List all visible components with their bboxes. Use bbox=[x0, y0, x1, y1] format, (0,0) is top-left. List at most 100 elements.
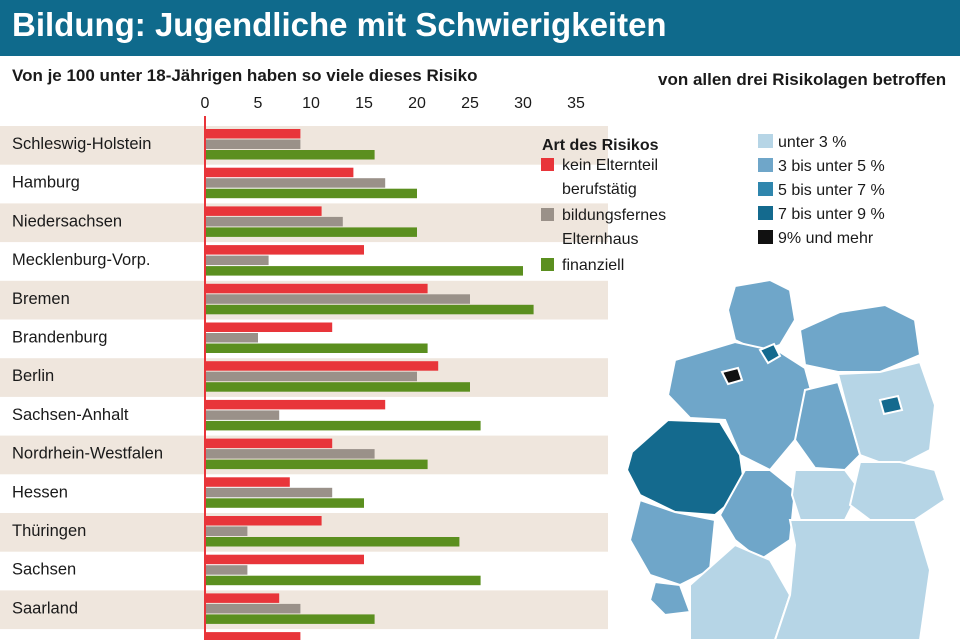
category-label: Berlin bbox=[12, 367, 54, 385]
bar-financial bbox=[205, 498, 364, 508]
x-tick-label: 25 bbox=[461, 95, 479, 112]
map-legend-label: 7 bis unter 9 % bbox=[778, 206, 885, 223]
map-region-st bbox=[793, 380, 862, 472]
bars bbox=[205, 129, 534, 640]
bar-low-education bbox=[205, 487, 333, 498]
bar-low-education bbox=[205, 371, 417, 382]
bar-financial bbox=[205, 420, 481, 431]
bar-no-employment bbox=[205, 399, 386, 410]
bar-no-employment bbox=[205, 593, 280, 603]
bar-financial bbox=[205, 227, 417, 237]
x-tick-label: 10 bbox=[302, 95, 320, 112]
bar-financial bbox=[205, 150, 375, 160]
bar-low-education bbox=[205, 255, 269, 266]
risk-legend-label: berufstätig bbox=[562, 181, 637, 198]
risk-legend-label: finanziell bbox=[562, 257, 624, 274]
map-region-th bbox=[790, 469, 862, 521]
category-label: Mecklenburg-Vorp. bbox=[12, 251, 151, 269]
map-region-mv bbox=[798, 303, 922, 373]
x-tick-label: 30 bbox=[514, 95, 532, 112]
x-tick-label: 20 bbox=[408, 95, 426, 112]
bar-low-education bbox=[205, 449, 375, 459]
x-tick-label: 35 bbox=[567, 95, 585, 112]
bar-financial bbox=[205, 537, 460, 547]
risk-legend-label: bildungsfernes bbox=[562, 207, 666, 224]
bar-no-employment bbox=[205, 129, 301, 139]
map-region-hb bbox=[720, 366, 744, 386]
category-labels: Schleswig-Holstein Hamburg Niedersachsen Me… bbox=[12, 135, 163, 640]
x-tick-label: 0 bbox=[201, 95, 210, 112]
map-region-sh bbox=[726, 278, 797, 354]
risk-legend-title: Art des Risikos bbox=[542, 137, 659, 154]
x-tick-label: 5 bbox=[254, 95, 263, 112]
category-label: Nordrhein-Westfalen bbox=[12, 445, 163, 463]
bar-no-employment bbox=[205, 632, 301, 640]
category-label: Hessen bbox=[12, 483, 68, 501]
map-title: von allen drei Risikolagen betroffen bbox=[658, 70, 947, 89]
bar-no-employment bbox=[205, 322, 333, 332]
chart-title: Bildung: Jugendliche mit Schwierigkeiten bbox=[12, 6, 667, 43]
bar-no-employment bbox=[205, 245, 364, 255]
map-legend-swatch bbox=[758, 230, 773, 244]
bar-no-employment bbox=[205, 554, 364, 565]
map-legend-label: unter 3 % bbox=[778, 134, 846, 151]
category-label: Rheinland-Pfalz bbox=[12, 638, 128, 640]
map-region-rp bbox=[628, 498, 717, 587]
map-region-be bbox=[878, 394, 904, 416]
bar-financial bbox=[205, 382, 470, 392]
map-legend-swatch bbox=[758, 134, 773, 148]
map-region-by bbox=[773, 519, 932, 640]
risk-legend: Art des Risikos kein Elternteil berufstät… bbox=[541, 137, 666, 274]
bar-financial bbox=[205, 304, 534, 315]
bar-low-education bbox=[205, 333, 258, 343]
map-legend: unter 3 % 3 bis unter 5 % 5 bis unter 7 % 7… bbox=[758, 134, 885, 247]
bar-no-employment bbox=[205, 361, 439, 371]
map-region-he bbox=[718, 469, 797, 562]
bar-low-education bbox=[205, 410, 280, 420]
category-label: Hamburg bbox=[12, 174, 80, 192]
bar-no-employment bbox=[205, 438, 333, 449]
x-axis-ticks: 0 5 10 15 20 25 30 35 bbox=[201, 95, 585, 112]
map-region-sn bbox=[848, 461, 947, 521]
germany-map bbox=[625, 278, 947, 640]
bar-low-education bbox=[205, 178, 386, 188]
map-legend-swatch bbox=[758, 182, 773, 196]
bar-no-employment bbox=[205, 206, 322, 216]
x-tick-label: 15 bbox=[355, 95, 373, 112]
category-label: Brandenburg bbox=[12, 329, 107, 347]
bar-low-education bbox=[205, 294, 470, 304]
bar-no-employment bbox=[205, 516, 322, 526]
bar-no-employment bbox=[205, 283, 428, 294]
title-bar bbox=[0, 0, 960, 56]
map-legend-swatch bbox=[758, 158, 773, 172]
chart-subtitle: Von je 100 unter 18-Jährigen haben so vi… bbox=[12, 66, 478, 85]
map-legend-label: 9% und mehr bbox=[778, 230, 874, 247]
bar-financial bbox=[205, 459, 428, 470]
category-label: Bremen bbox=[12, 290, 70, 308]
bar-low-education bbox=[205, 526, 248, 536]
risk-legend-swatch bbox=[541, 258, 554, 271]
category-label: Saarland bbox=[12, 599, 78, 617]
bar-low-education bbox=[205, 603, 301, 614]
bar-no-employment bbox=[205, 477, 290, 487]
map-legend-swatch bbox=[758, 206, 773, 220]
category-label: Sachsen bbox=[12, 561, 76, 579]
bar-financial bbox=[205, 343, 428, 353]
category-label: Thüringen bbox=[12, 522, 86, 540]
bar-financial bbox=[205, 188, 417, 199]
bar-financial bbox=[205, 614, 375, 624]
bar-low-education bbox=[205, 565, 248, 575]
map-legend-label: 5 bis unter 7 % bbox=[778, 182, 885, 199]
category-label: Niedersachsen bbox=[12, 212, 122, 230]
map-region-sl bbox=[648, 580, 692, 617]
map-legend-label: 3 bis unter 5 % bbox=[778, 158, 885, 175]
bar-financial bbox=[205, 266, 523, 276]
bar-financial bbox=[205, 575, 481, 586]
map-region-hh bbox=[758, 342, 782, 365]
bar-low-education bbox=[205, 139, 301, 149]
category-label: Sachsen-Anhalt bbox=[12, 406, 129, 424]
risk-legend-swatch bbox=[541, 208, 554, 221]
risk-legend-label: kein Elternteil bbox=[562, 157, 658, 174]
risk-legend-label: Elternhaus bbox=[562, 231, 639, 248]
